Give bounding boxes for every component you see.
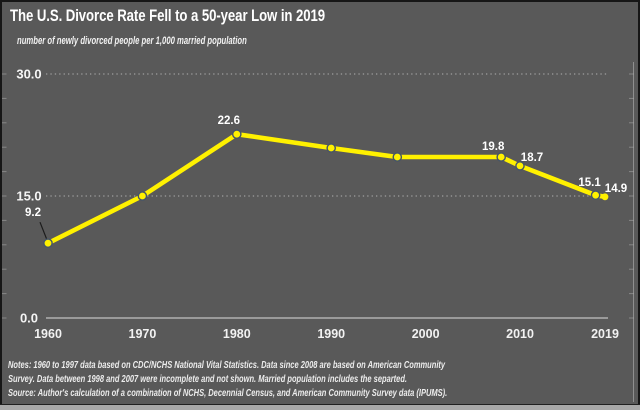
chart-title: The U.S. Divorce Rate Fell to a 50-year … [10,7,326,25]
data-point-marker [137,191,148,201]
x-tick-label: 2019 [591,327,619,341]
edge-ticks [2,62,634,402]
y-gridlines [46,73,608,319]
x-tick-label: 2000 [412,327,440,341]
data-point-label: 19.8 [482,141,505,153]
data-point-label: 18.7 [521,152,543,164]
x-tick-label: 1990 [317,327,345,341]
data-point-marker [590,190,601,200]
x-tick-label: 2010 [506,327,534,341]
data-point-marker [392,152,403,162]
y-tick-label: 0.0 [20,311,38,326]
data-point-marker [601,193,609,201]
data-point-marker [326,143,337,153]
x-tick-label: 1980 [223,327,251,341]
data-point-label: 9.2 [25,207,41,219]
data-point-markers [43,129,609,248]
data-point-marker [515,161,525,171]
notes-line-2: Survey. Data between 1998 and 2007 were … [8,374,407,385]
divorce-rate-line-series [45,131,608,246]
notes-line-1: Notes: 1960 to 1997 data based on CDC/NC… [8,360,446,371]
x-axis-labels: 1960 1970 1980 1990 2000 2010 2019 [34,327,619,341]
notes-line-3: Source: Author's calculation of a combin… [8,388,448,399]
x-tick-label: 1970 [129,327,157,341]
chart-footnotes: Notes: 1960 to 1997 data based on CDC/NC… [8,359,447,401]
y-axis-labels: 0.0 15.0 30.0 [16,67,41,326]
data-point-marker [43,238,53,248]
data-point-marker [231,129,242,139]
data-point-marker [496,152,507,162]
data-point-label: 22.6 [218,115,240,127]
data-point-label: 15.1 [578,177,601,189]
label-leader-line [39,221,48,239]
x-tick-label: 1960 [34,327,62,341]
window-bottom-edge [0,404,640,410]
y-tick-label: 15.0 [16,189,41,204]
chart-subtitle: number of newly divorced people per 1,00… [17,35,247,47]
y-tick-label: 30.0 [16,67,41,82]
data-point-labels: 9.2 22.6 19.8 18.7 15.1 14.9 [25,115,627,219]
data-point-label: 14.9 [605,183,627,195]
